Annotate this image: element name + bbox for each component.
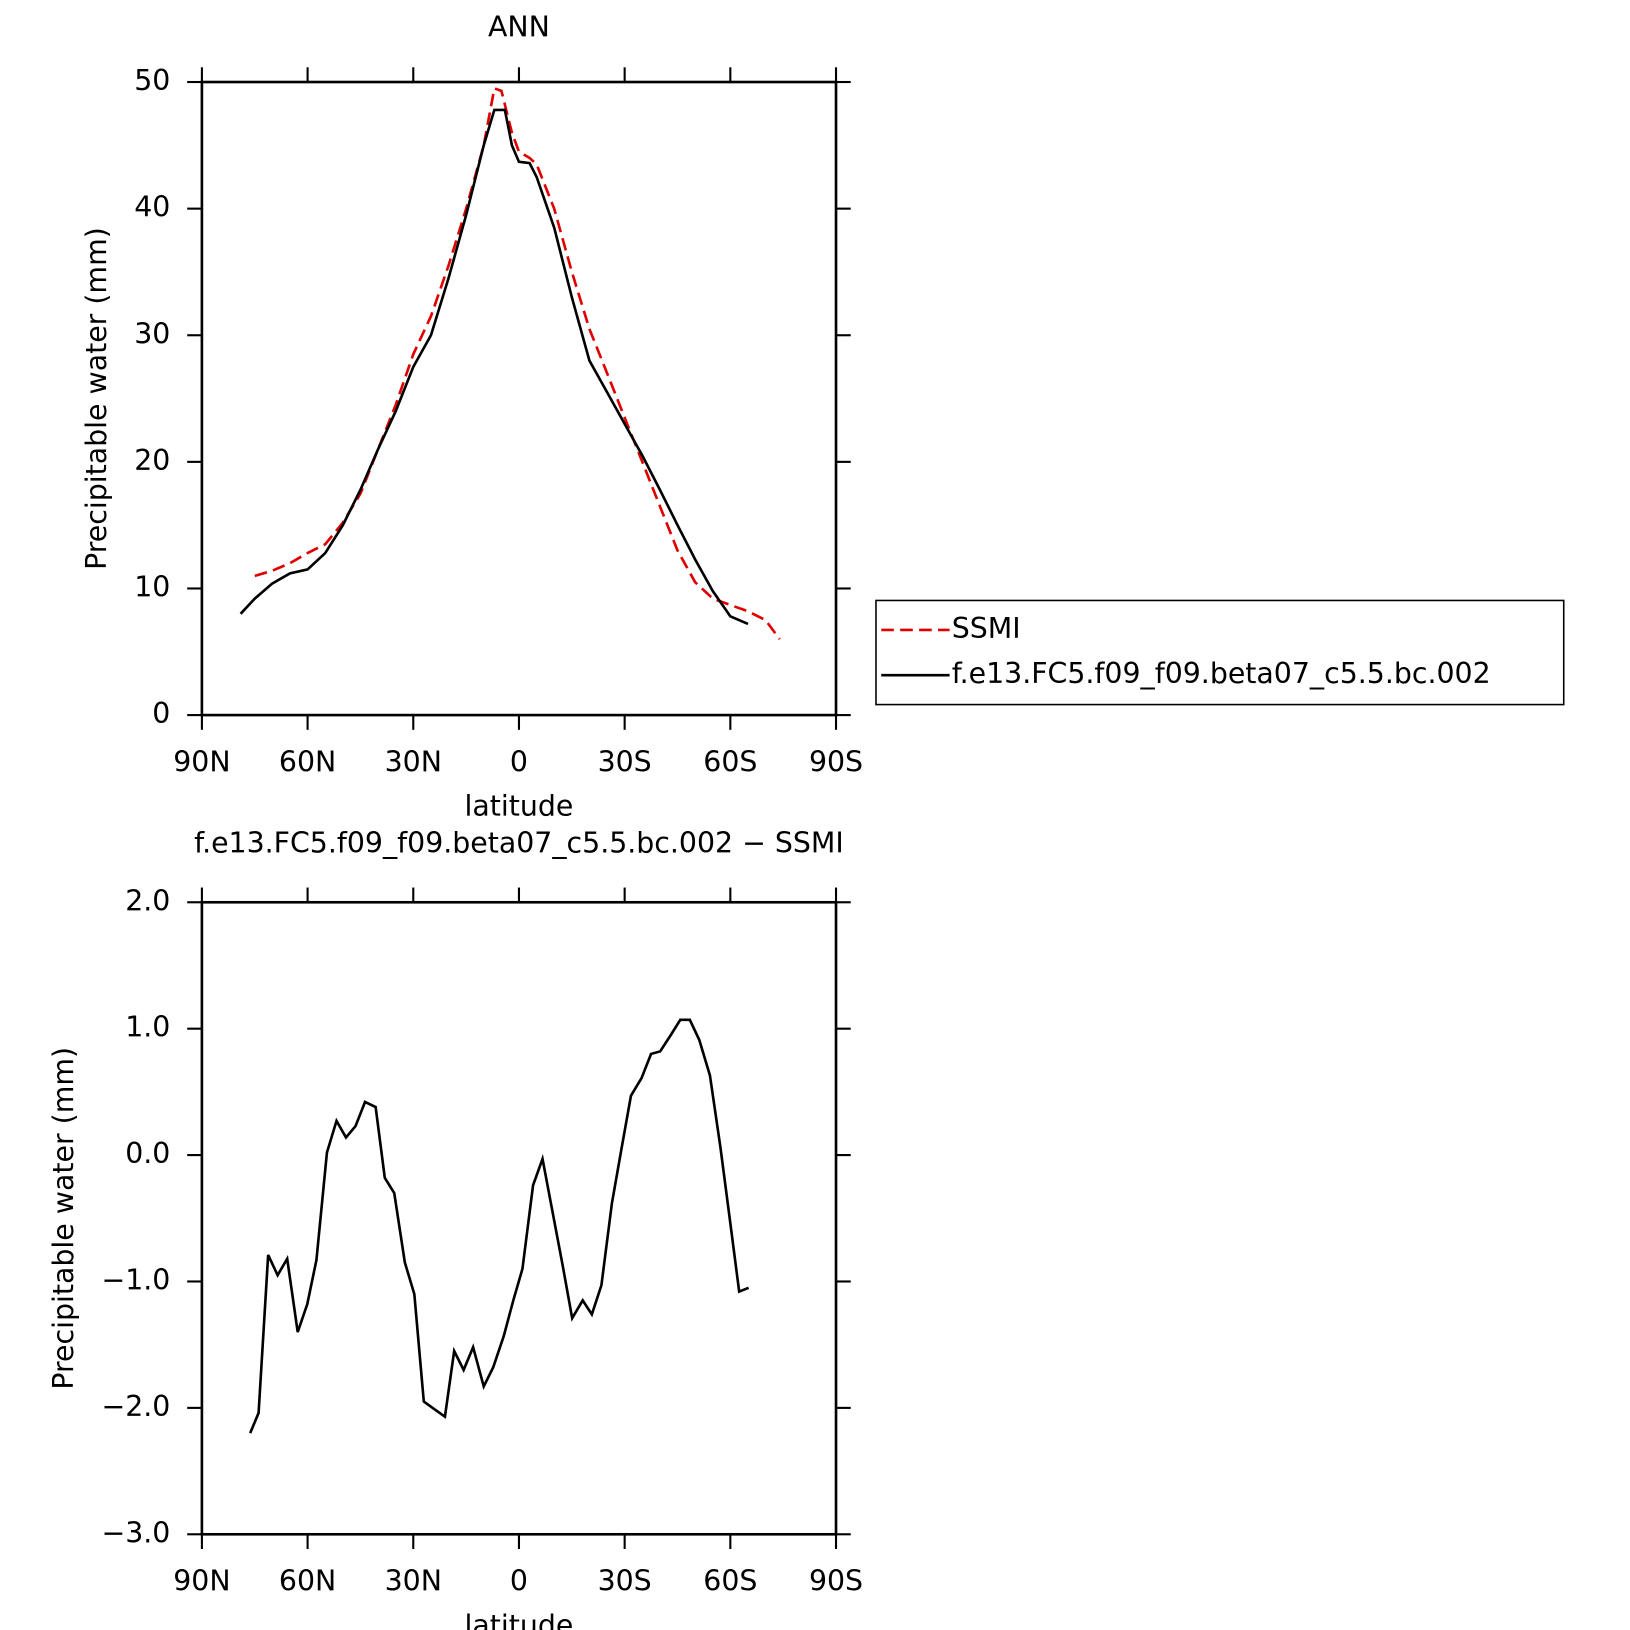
y-axis-label: Precipitable water (mm): [80, 227, 113, 570]
data-line: [248, 1018, 750, 1434]
data-line: [254, 86, 781, 640]
legend-label: f.e13.FC5.f09_f09.beta07_c5.5.bc.002: [952, 657, 1491, 690]
y-tick-label: 0: [152, 697, 170, 730]
legend-label: SSMI: [952, 612, 1021, 645]
x-axis-label: latitude: [465, 1609, 574, 1630]
x-tick-label: 60N: [279, 1565, 336, 1598]
x-tick-label: 60S: [703, 745, 757, 778]
y-tick-label: −1.0: [101, 1263, 170, 1296]
y-tick-label: 1.0: [125, 1011, 170, 1044]
plot-frame: [200, 80, 838, 717]
canvas: ANN latitude Precipitable water (mm) 0 10 20 3…: [47, 10, 1565, 1630]
y-axis-label: Precipitable water (mm): [47, 1047, 80, 1390]
plot-frame: [200, 900, 838, 1536]
chart-title: ANN: [488, 10, 550, 43]
x-tick-label: 30S: [598, 745, 652, 778]
x-tick-label: 60S: [703, 1565, 757, 1598]
y-tick-label: 50: [134, 64, 170, 97]
chart-title: f.e13.FC5.f09_f09.beta07_c5.5.bc.002 − S…: [194, 826, 844, 859]
y-tick-label: 10: [134, 570, 170, 603]
x-tick-label: 90N: [173, 1565, 230, 1598]
x-tick-label: 0: [510, 745, 528, 778]
x-tick-label: 30N: [385, 745, 442, 778]
y-tick-label: −3.0: [101, 1516, 170, 1549]
x-tick-label: 0: [510, 1565, 528, 1598]
y-tick-label: 40: [134, 191, 170, 224]
y-tick-label: 0.0: [125, 1137, 170, 1170]
x-axis-label: latitude: [465, 790, 574, 823]
x-tick-label: 30N: [385, 1565, 442, 1598]
x-tick-label: 90N: [173, 745, 230, 778]
x-tick-label: 60N: [279, 745, 336, 778]
x-tick-label: 90S: [809, 1565, 863, 1598]
y-tick-label: 2.0: [125, 884, 170, 917]
y-tick-label: −2.0: [101, 1390, 170, 1423]
y-tick-label: 20: [134, 444, 170, 477]
x-tick-label: 30S: [598, 1565, 652, 1598]
x-tick-label: 90S: [809, 745, 863, 778]
data-line: [239, 108, 749, 626]
legend-box: [875, 599, 1565, 706]
y-tick-label: 30: [134, 317, 170, 350]
